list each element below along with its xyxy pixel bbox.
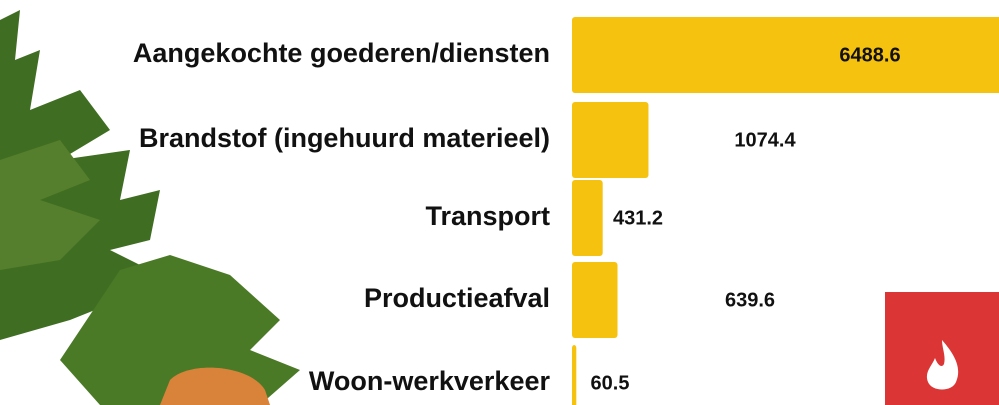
value-label: 431.2 [613,207,663,229]
category-label: Aangekochte goederen/diensten [133,38,550,68]
bar [572,345,576,405]
category-label: Transport [425,201,550,231]
tree-decoration [0,10,300,405]
category-label: Productieafval [364,283,550,313]
value-label: 639.6 [725,289,775,311]
category-label: Woon-werkverkeer [309,366,551,396]
value-label: 60.5 [591,372,630,394]
flame-badge [885,292,999,405]
bar [572,17,999,93]
value-label: 6488.6 [839,44,900,66]
value-label: 1074.4 [734,129,796,151]
category-label: Brandstof (ingehuurd materieel) [139,123,550,153]
bar [572,262,618,338]
bar [572,180,603,256]
chart: Aangekochte goederen/diensten 6488.6 Brand… [0,0,999,405]
bar [572,102,648,178]
page: Aangekochte goederen/diensten 6488.6 Brand… [0,0,999,405]
